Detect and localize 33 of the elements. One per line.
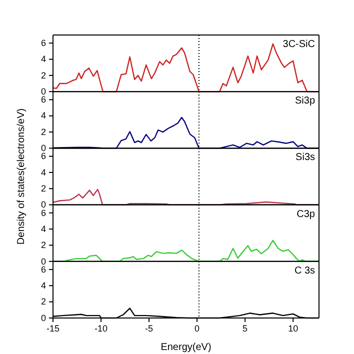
y-tick-label: 0 bbox=[40, 312, 46, 323]
x-tick-label: -10 bbox=[94, 323, 108, 334]
y-tick-label: 0 bbox=[40, 200, 46, 210]
y-axis-title: Density of states(electrons/eV) bbox=[16, 108, 27, 245]
annotation: C3p bbox=[296, 208, 316, 220]
y-tick-label: 4 bbox=[40, 54, 46, 64]
y-tick-label: 6 bbox=[40, 264, 46, 274]
x-tick-label: -15 bbox=[46, 323, 60, 334]
y-tick-label: 0 bbox=[40, 86, 46, 96]
y-tick-label: 0 bbox=[40, 256, 46, 266]
y-tick-label: 6 bbox=[40, 38, 46, 48]
y-tick-label: 6 bbox=[40, 151, 46, 162]
y-tick-label: 2 bbox=[40, 184, 46, 194]
y-tick-label: 4 bbox=[40, 110, 46, 121]
annotation: 3C-SiC bbox=[282, 39, 315, 50]
y-tick-label: 2 bbox=[40, 296, 46, 307]
x-tick-label: -5 bbox=[145, 323, 154, 334]
y-tick-label: 2 bbox=[40, 240, 46, 250]
y-tick-label: 6 bbox=[40, 208, 46, 218]
y-tick-label: 2 bbox=[40, 70, 46, 80]
y-tick-label: 2 bbox=[40, 126, 46, 137]
y-tick-label: 6 bbox=[40, 94, 46, 105]
x-tick-label: 0 bbox=[194, 323, 200, 334]
x-axis-title: Energy(eV) bbox=[160, 342, 212, 353]
y-tick-label: 4 bbox=[40, 224, 46, 234]
x-tick-label: 10 bbox=[288, 323, 298, 334]
x-tick-label: 5 bbox=[242, 323, 248, 334]
annotation: C 3s bbox=[294, 265, 315, 276]
y-tick-label: 0 bbox=[40, 143, 46, 154]
annotation: Si3p bbox=[294, 96, 316, 107]
y-tick-label: 4 bbox=[40, 167, 46, 178]
y-tick-label: 4 bbox=[40, 280, 46, 291]
annotation: Si3s bbox=[296, 152, 315, 164]
